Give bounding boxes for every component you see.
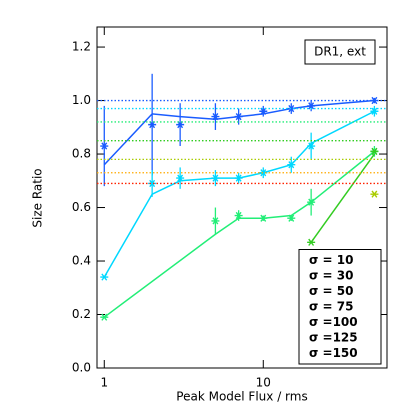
marker <box>307 142 316 150</box>
series-line <box>103 99 375 166</box>
marker <box>307 238 316 246</box>
x-tick-label: 10 <box>256 376 271 390</box>
legend-label: σ =100 <box>309 315 358 329</box>
annotation: DR1, ext <box>314 45 366 59</box>
marker <box>234 211 243 220</box>
marker <box>287 214 296 222</box>
legend-label: σ = 50 <box>309 284 353 298</box>
marker <box>234 174 243 182</box>
y-tick-label: 0.8 <box>72 147 91 161</box>
y-tick-label: 1.0 <box>72 93 91 107</box>
y-tick-label: 1.2 <box>72 40 91 54</box>
legend-label: σ = 30 <box>309 269 353 283</box>
legend-box <box>298 249 382 365</box>
marker <box>148 179 157 188</box>
marker <box>234 112 243 121</box>
legend-label: σ = 75 <box>309 300 353 314</box>
marker <box>211 112 220 121</box>
y-axis-label: Size Ratio <box>31 168 45 227</box>
x-axis-label: Peak Model Flux / rms <box>176 390 307 404</box>
marker <box>100 273 109 281</box>
series-line <box>310 153 376 243</box>
y-tick-label: 0.4 <box>72 254 91 268</box>
marker <box>307 198 316 206</box>
plot-frame <box>96 26 388 369</box>
legend-label: σ = 10 <box>309 253 353 267</box>
x-tick-label: 1 <box>100 376 108 390</box>
marker <box>370 96 379 105</box>
marker <box>287 161 296 169</box>
marker <box>176 174 185 182</box>
annotation-box <box>304 39 376 65</box>
legend-label: σ =125 <box>309 331 358 345</box>
marker <box>211 217 220 225</box>
marker <box>211 174 220 182</box>
y-tick-label: 0.0 <box>72 361 91 375</box>
y-tick-label: 0.2 <box>72 307 91 321</box>
y-tick-label: 0.6 <box>72 200 91 214</box>
marker <box>100 313 109 321</box>
legend-label: σ =150 <box>309 346 358 360</box>
marker <box>100 142 109 150</box>
marker <box>307 102 316 110</box>
marker <box>259 214 268 222</box>
marker <box>370 107 379 115</box>
marker <box>370 147 379 155</box>
marker <box>370 190 379 198</box>
